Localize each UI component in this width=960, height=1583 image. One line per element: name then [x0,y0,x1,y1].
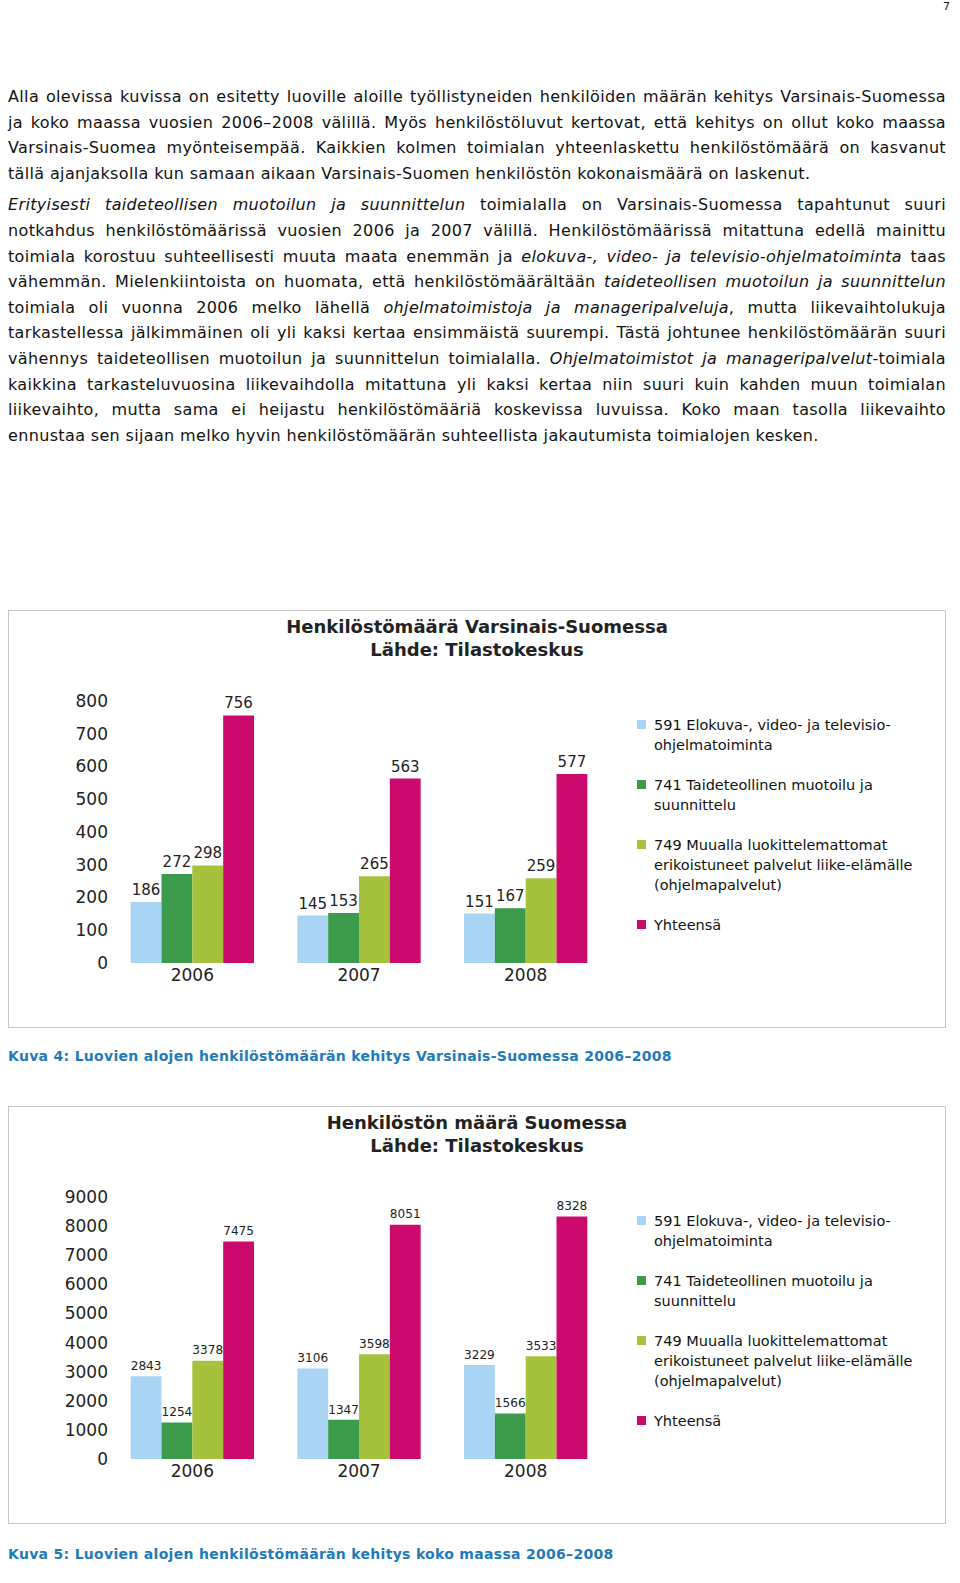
svg-text:298: 298 [193,844,222,862]
svg-text:2007: 2007 [337,965,380,985]
svg-text:563: 563 [391,758,420,776]
svg-text:100: 100 [76,920,108,940]
svg-text:153: 153 [329,892,358,910]
svg-text:3378: 3378 [192,1343,223,1357]
svg-text:Henkilöstön määrä SuomessaLähd: Henkilöstön määrä SuomessaLähde: Tilasto… [327,1112,628,1156]
svg-text:7000: 7000 [65,1245,108,1265]
svg-text:7475: 7475 [223,1224,254,1238]
html-text:591 Elokuva-, video- ja televi: 591 Elokuva-, video- ja televisio-ohjelm… [654,1213,891,1249]
svg-text:5000: 5000 [65,1303,108,1323]
html-text:749 Muualla luokittelemattomat: 749 Muualla luokittelemattomat erikoistu… [654,837,913,893]
svg-text:2007: 2007 [337,1461,380,1481]
html-text:591 Elokuva-, video- ja televi: 591 Elokuva-, video- ja televisio-ohjelm… [654,717,891,753]
svg-text:8328: 8328 [557,1199,588,1213]
html-text:749 Muualla luokittelemattomat: 749 Muualla luokittelemattomat erikoistu… [654,1333,913,1389]
svg-text:2843: 2843 [131,1359,162,1373]
html-text:Kuva 5: Luovien alojen henkilö: Kuva 5: Luovien alojen henkilöstömäärän … [8,1546,614,1562]
svg-text:0: 0 [97,953,108,973]
svg-text:3229: 3229 [464,1348,495,1362]
svg-text:1566: 1566 [495,1396,526,1410]
html-text:Erityisesti taideteollisen muo: Erityisesti taideteollisen muotoilun ja … [8,195,946,292]
svg-text:500: 500 [76,789,108,809]
svg-text:300: 300 [76,855,108,875]
svg-text:6000: 6000 [65,1274,108,1294]
svg-text:3106: 3106 [297,1351,328,1365]
svg-text:3000: 3000 [65,1362,108,1382]
svg-text:9000: 9000 [65,1187,108,1207]
svg-text:8051: 8051 [390,1207,421,1221]
svg-text:Henkilöstömäärä Varsinais-Suom: Henkilöstömäärä Varsinais-SuomessaLähde:… [286,616,668,660]
svg-text:1347: 1347 [328,1403,359,1417]
html-text:Kuva 4: Luovien alojen henkilö: Kuva 4: Luovien alojen henkilöstömäärän … [8,1048,672,1064]
svg-text:8000: 8000 [65,1216,108,1236]
html-text:7: 7 [943,0,950,13]
svg-text:186: 186 [132,881,161,899]
svg-text:400: 400 [76,822,108,842]
svg-text:2008: 2008 [504,965,547,985]
html-text:Yhteensä: Yhteensä [654,917,722,933]
svg-text:756: 756 [224,694,253,712]
svg-text:145: 145 [298,895,327,913]
svg-text:3598: 3598 [359,1337,390,1351]
html-text:toimiala oli vuonna 2006 melko: toimiala oli vuonna 2006 melko lähellä o… [8,297,946,445]
svg-text:700: 700 [76,724,108,744]
svg-text:259: 259 [527,857,556,875]
html-text:741 Taideteollinen muotoilu ja: 741 Taideteollinen muotoilu ja suunnitte… [654,1273,873,1309]
svg-text:0: 0 [97,1449,108,1469]
svg-text:151: 151 [465,893,494,911]
svg-text:2006: 2006 [171,965,214,985]
svg-text:167: 167 [496,887,525,905]
svg-text:1254: 1254 [162,1405,193,1419]
svg-text:265: 265 [360,855,389,873]
svg-text:577: 577 [558,753,587,771]
svg-text:2008: 2008 [504,1461,547,1481]
svg-text:600: 600 [76,756,108,776]
svg-text:2006: 2006 [171,1461,214,1481]
svg-text:1000: 1000 [65,1420,108,1440]
svg-text:2000: 2000 [65,1391,108,1411]
html-text:741 Taideteollinen muotoilu ja: 741 Taideteollinen muotoilu ja suunnitte… [654,777,873,813]
html-text:Alla olevissa kuvissa on esite: Alla olevissa kuvissa on esitetty luovil… [8,87,946,183]
svg-text:272: 272 [163,853,192,871]
svg-text:3533: 3533 [526,1339,557,1353]
svg-text:200: 200 [76,887,108,907]
html-text:Yhteensä: Yhteensä [654,1413,722,1429]
svg-text:4000: 4000 [65,1333,108,1353]
svg-text:800: 800 [76,691,108,711]
